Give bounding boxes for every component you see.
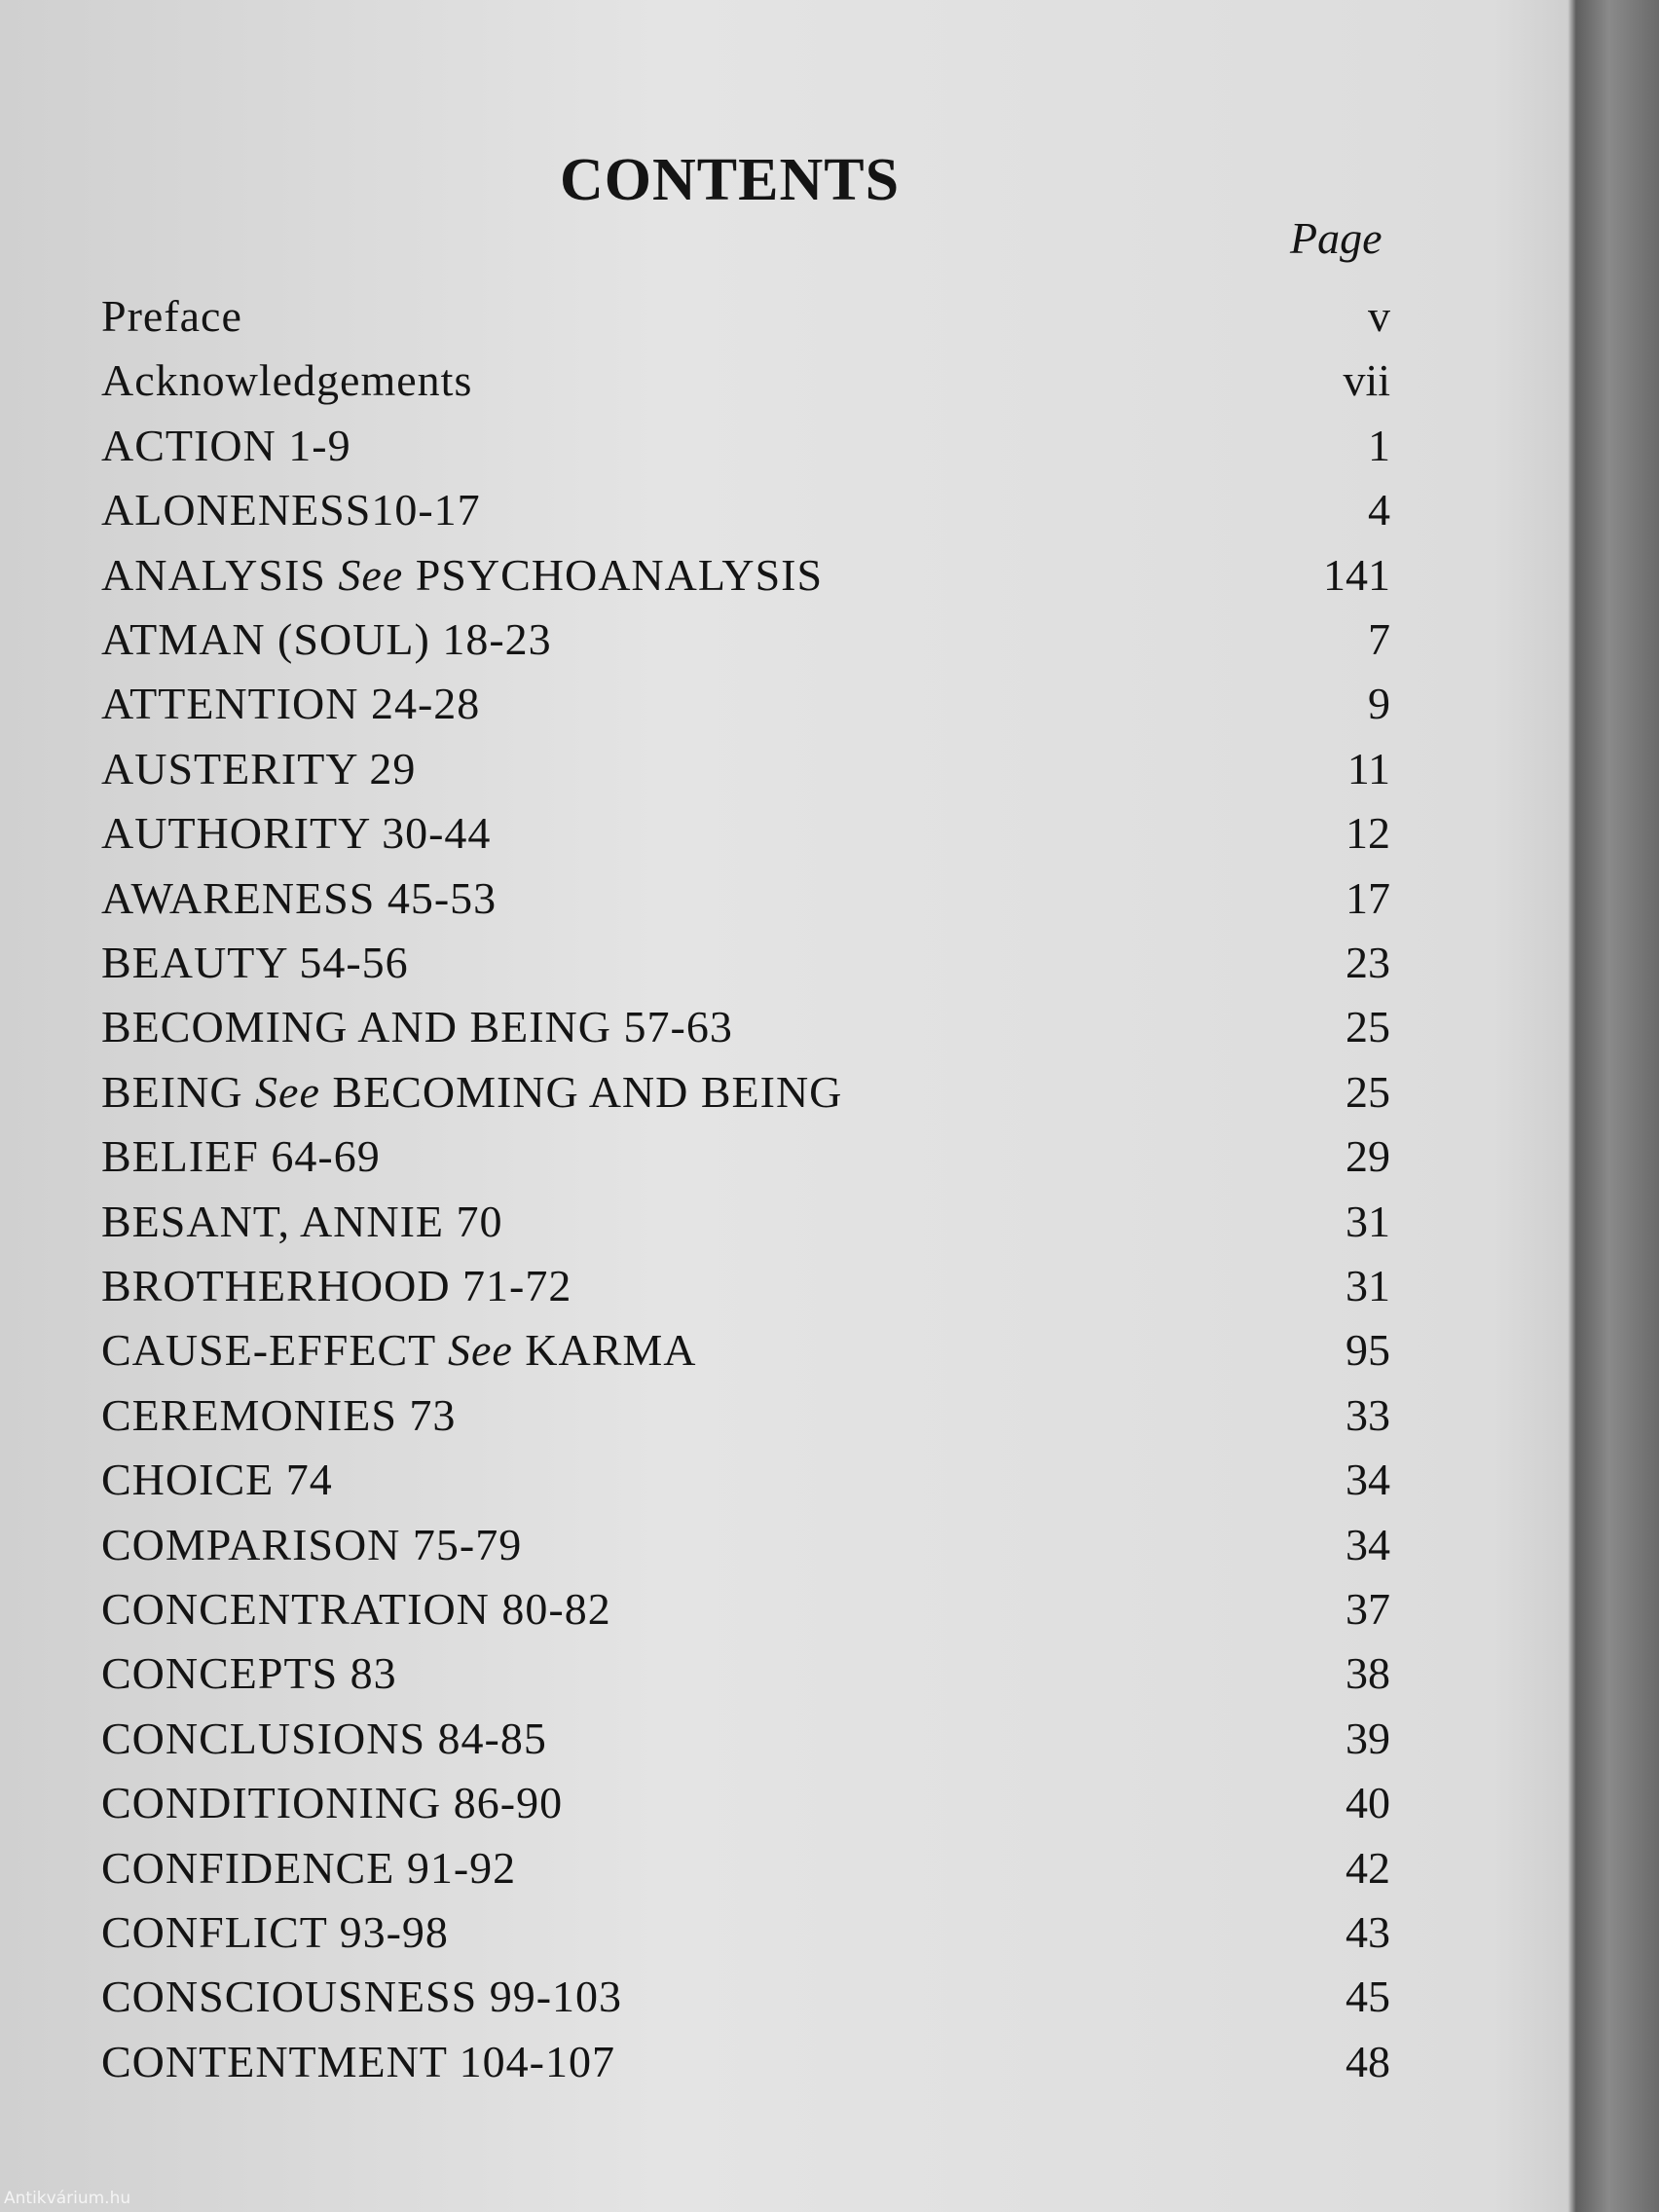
entry-title: ATMAN (SOUL) 18-23: [101, 614, 552, 664]
see-target: KARMA: [525, 1325, 697, 1376]
page-number: 34: [1346, 1519, 1390, 1569]
entry-label: BEAUTY 54-56: [101, 937, 409, 988]
entry-title: Acknowledgements: [101, 355, 473, 406]
entry-label: AUTHORITY 30-44: [101, 807, 491, 859]
entry-title: ANALYSIS: [101, 549, 326, 600]
entry-title: Preface: [101, 291, 242, 341]
title: CONTENTS: [560, 147, 901, 213]
entry-label: Preface: [101, 290, 242, 342]
entry-label: CONTENTMENT 104-107: [101, 2036, 615, 2087]
page-number: 141: [1323, 549, 1390, 600]
entry-label: CONCLUSIONS 84-85: [101, 1713, 547, 1764]
entry-title: CHOICE 74: [101, 1455, 333, 1505]
watermark: Antikvárium.hu: [4, 2189, 131, 2208]
page-number: 25: [1346, 1066, 1390, 1117]
page-number: 23: [1346, 938, 1390, 987]
entry-title: CONSCIOUSNESS 99-103: [101, 1972, 623, 2022]
page-number: 48: [1346, 2036, 1390, 2086]
entry-label: AUSTERITY 29: [101, 743, 416, 794]
entry-label: ACTION 1-9: [101, 420, 351, 471]
page-number: 1: [1368, 420, 1390, 470]
entry-label: CONCEPTS 83: [101, 1647, 397, 1699]
page-number: 42: [1346, 1842, 1390, 1893]
page-number: vii: [1343, 355, 1390, 406]
page-number: 11: [1346, 743, 1390, 793]
see-target: PSYCHOANALYSIS: [415, 549, 824, 600]
entry-label: CONFIDENCE 91-92: [101, 1842, 516, 1894]
page-number: 43: [1346, 1907, 1390, 1957]
entry-title: BEING: [101, 1066, 243, 1117]
entry-title: CONTENTMENT 104-107: [101, 2036, 615, 2086]
see-reference: See: [447, 1325, 513, 1376]
page-number: 34: [1346, 1455, 1390, 1505]
entry-label: BELIEF 64-69: [101, 1130, 381, 1182]
entry-title: CONCENTRATION 80-82: [101, 1584, 611, 1634]
entry-title: BROTHERHOOD 71-72: [101, 1261, 572, 1310]
entry-label: CHOICE 74: [101, 1454, 333, 1505]
entry-title: AUTHORITY 30-44: [101, 808, 492, 859]
page-number: 40: [1346, 1778, 1390, 1828]
entry-title: CONCEPTS 83: [101, 1648, 397, 1699]
entry-title: ATTENTION 24-28: [101, 679, 481, 729]
page-number: 33: [1346, 1389, 1390, 1440]
entry-label: COMPARISON 75-79: [101, 1519, 522, 1570]
page-number: 45: [1346, 1972, 1390, 2022]
entry-label: CONFLICT 93-98: [101, 1906, 449, 1958]
page-number: 25: [1346, 1002, 1390, 1052]
page-number: 29: [1346, 1131, 1390, 1182]
entry-label: CONCENTRATION 80-82: [101, 1583, 611, 1635]
entry-label: AWARENESS 45-53: [101, 872, 497, 924]
page-number: 38: [1346, 1648, 1390, 1699]
entry-title: CONDITIONING 86-90: [101, 1778, 564, 1828]
page-number: 4: [1368, 485, 1390, 535]
entry-title: BELIEF 64-69: [101, 1131, 381, 1182]
entry-title: CONFLICT 93-98: [101, 1907, 449, 1957]
page-number: 12: [1346, 808, 1390, 859]
entry-title: CEREMONIES 73: [101, 1389, 457, 1440]
entry-title: CONCLUSIONS 84-85: [101, 1713, 547, 1763]
entry-label: BESANT, ANNIE 70: [101, 1196, 503, 1247]
entry-label: BECOMING AND BEING 57-63: [101, 1001, 733, 1052]
entry-label: CAUSE-EFFECT See KARMA: [101, 1324, 697, 1376]
page-number: 39: [1346, 1713, 1390, 1763]
page-number: v: [1368, 291, 1390, 341]
page-number: 9: [1368, 679, 1390, 729]
entry-title: CAUSE-EFFECT: [101, 1325, 436, 1376]
entry-title: AUSTERITY 29: [101, 743, 417, 793]
entry-title: ACTION 1-9: [101, 420, 351, 470]
see-reference: See: [255, 1066, 320, 1117]
entry-title: BECOMING AND BEING 57-63: [101, 1002, 733, 1052]
see-reference: See: [338, 549, 404, 600]
entry-label: ALONENESS10-17: [101, 484, 481, 535]
page-number: 7: [1368, 614, 1390, 664]
entry-label: CONDITIONING 86-90: [101, 1777, 563, 1828]
entry-title: ALONENESS10-17: [101, 485, 481, 535]
page-column-header: Page: [1290, 213, 1382, 263]
entry-title: BEAUTY 54-56: [101, 938, 409, 987]
entry-label: CONSCIOUSNESS 99-103: [101, 1971, 622, 2022]
entry-title: COMPARISON 75-79: [101, 1519, 523, 1569]
page-number: 31: [1346, 1196, 1390, 1246]
entry-title: BESANT, ANNIE 70: [101, 1196, 503, 1246]
page-number: 37: [1346, 1584, 1390, 1634]
page-number: 95: [1346, 1325, 1390, 1376]
entry-label: BEING See BECOMING AND BEING: [101, 1066, 842, 1118]
entry-label: ANALYSIS See PSYCHOANALYSIS: [101, 549, 823, 601]
entry-label: CEREMONIES 73: [101, 1389, 456, 1441]
entry-label: Acknowledgements: [101, 354, 472, 406]
page-number: 31: [1346, 1261, 1390, 1310]
page-number: 17: [1346, 872, 1390, 923]
see-target: BECOMING AND BEING: [332, 1066, 843, 1117]
entry-label: ATTENTION 24-28: [101, 678, 480, 729]
entry-title: AWARENESS 45-53: [101, 872, 498, 923]
entry-label: BROTHERHOOD 71-72: [101, 1260, 571, 1311]
entry-title: CONFIDENCE 91-92: [101, 1842, 517, 1893]
entry-label: ATMAN (SOUL) 18-23: [101, 613, 552, 665]
